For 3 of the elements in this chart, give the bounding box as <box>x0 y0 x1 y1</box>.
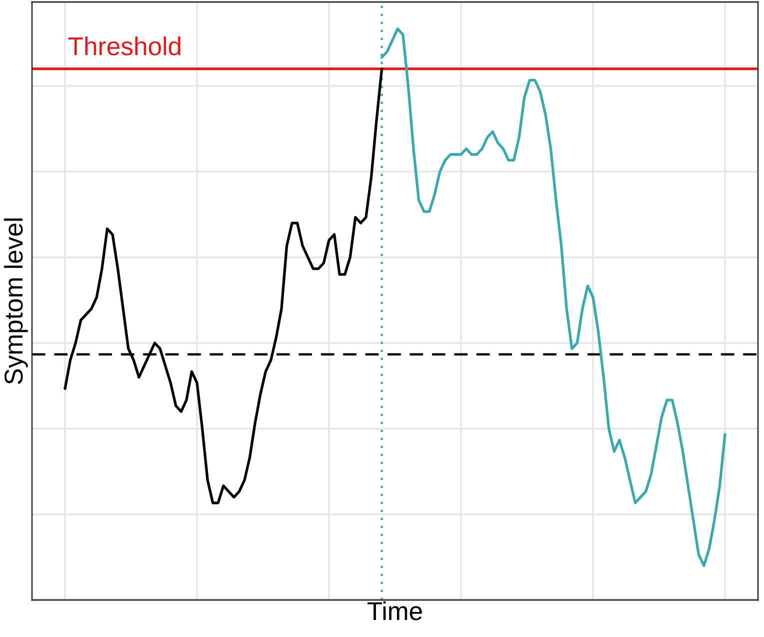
ref-line-label: Threshold <box>68 36 180 56</box>
x-axis-title: Time <box>368 601 422 620</box>
y-axis-title: Symptom level <box>4 218 28 384</box>
